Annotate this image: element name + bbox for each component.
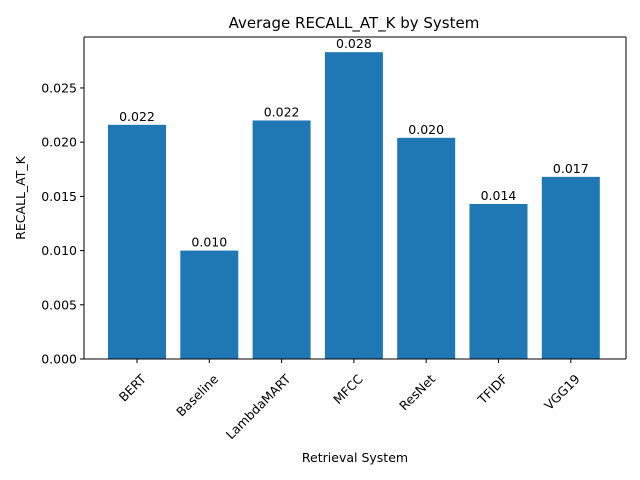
- value-label-bert: 0.022: [119, 109, 155, 124]
- x-tick-label: MFCC: [330, 371, 366, 407]
- bar-lambdamart: [252, 120, 311, 360]
- value-label-mfcc: 0.028: [336, 36, 372, 51]
- x-tick-label: BERT: [116, 371, 149, 404]
- y-axis-label: RECALL_AT_K: [13, 155, 28, 240]
- x-tick-label: ResNet: [396, 371, 438, 413]
- y-tick-label: 0.020: [41, 135, 77, 150]
- value-label-lambdamart: 0.022: [264, 104, 300, 119]
- y-tick-label: 0.015: [41, 189, 77, 204]
- value-label-baseline: 0.010: [191, 235, 227, 250]
- bar-resnet: [397, 137, 456, 359]
- x-tick-label: LambdaMART: [223, 371, 294, 442]
- x-tick-label: Baseline: [173, 371, 221, 419]
- x-tick-label: TFIDF: [474, 371, 510, 407]
- bar-mfcc: [324, 52, 383, 359]
- bar-tfidf: [469, 203, 528, 359]
- value-label-tfidf: 0.014: [481, 188, 517, 203]
- bar-vgg19: [541, 176, 600, 359]
- bar-bert: [108, 124, 166, 360]
- value-label-resnet: 0.020: [408, 122, 444, 137]
- x-axis-label: Retrieval System: [302, 450, 408, 465]
- y-tick-label: 0.005: [41, 297, 77, 312]
- x-tick-label: VGG19: [541, 371, 583, 413]
- y-tick-label: 0.010: [41, 243, 77, 258]
- chart-title: Average RECALL_AT_K by System: [229, 14, 480, 33]
- value-label-vgg19: 0.017: [553, 161, 589, 176]
- plot-area: [108, 52, 600, 360]
- y-tick-label: 0.025: [41, 80, 77, 95]
- bar-baseline: [180, 250, 239, 359]
- y-tick-label: 0.000: [41, 352, 77, 367]
